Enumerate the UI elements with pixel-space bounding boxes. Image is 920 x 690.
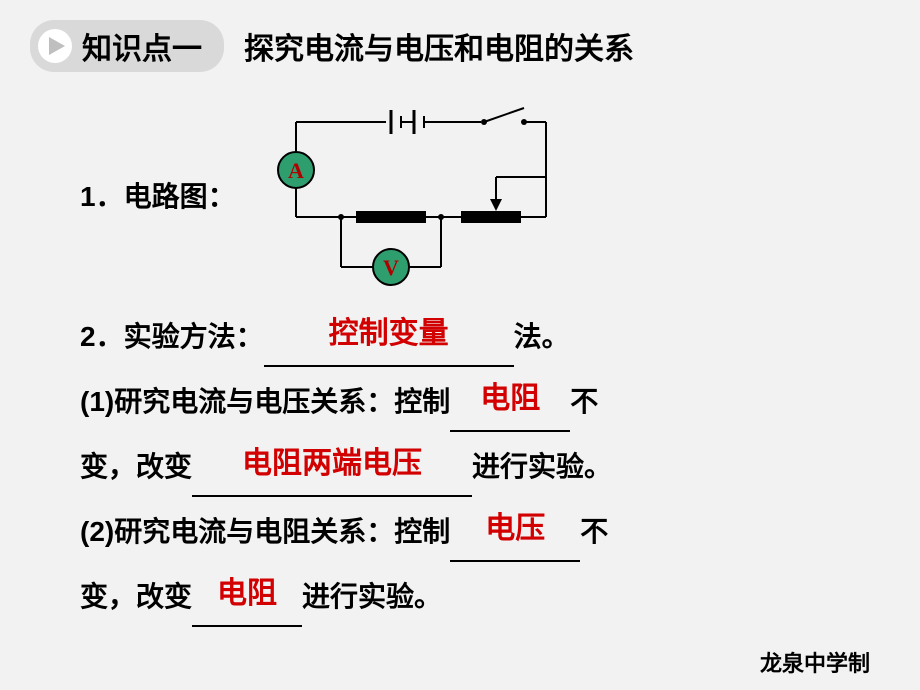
circuit-diagram: A V: [266, 102, 566, 292]
item2-l2-prefix: 变，改变: [80, 581, 192, 612]
slide-header: 知识点一 探究电流与电压和电阻的关系: [0, 0, 920, 72]
item1-l2-suffix: 进行实验。: [472, 451, 612, 482]
method-prefix: 2．实验方法：: [80, 321, 264, 352]
item1-prefix: (1)研究电流与电压关系：控制: [80, 386, 450, 417]
voltmeter-label: V: [383, 255, 399, 280]
blank-method: 控制变量: [264, 302, 514, 367]
item1-line1: (1)研究电流与电压关系：控制电阻不: [80, 367, 860, 432]
circuit-label: 1．电路图：: [80, 168, 236, 227]
item2-l2-suffix: 进行实验。: [302, 581, 442, 612]
blank-2b: 电阻: [192, 562, 302, 627]
method-suffix: 法。: [514, 321, 570, 352]
blank-2a: 电压: [450, 497, 580, 562]
blank-1b: 电阻两端电压: [192, 432, 472, 497]
knowledge-point-label: 知识点一: [82, 24, 202, 68]
ammeter-label: A: [288, 158, 304, 183]
item2-l1-suffix: 不: [580, 516, 608, 547]
slide-title: 探究电流与电压和电阻的关系: [244, 24, 634, 68]
header-pill: 知识点一: [30, 20, 224, 72]
item1-l2-prefix: 变，改变: [80, 451, 192, 482]
item1-line2: 变，改变电阻两端电压进行实验。: [80, 432, 860, 497]
circuit-row: 1．电路图：: [80, 102, 860, 292]
item2-prefix: (2)研究电流与电阻关系：控制: [80, 516, 450, 547]
footer-credit: 龙泉中学制: [760, 646, 870, 678]
item2-line1: (2)研究电流与电阻关系：控制电压不: [80, 497, 860, 562]
method-line: 2．实验方法：控制变量法。: [80, 302, 860, 367]
blank-1a: 电阻: [450, 367, 570, 432]
slide-body: 1．电路图：: [0, 72, 920, 627]
item2-line2: 变，改变电阻进行实验。: [80, 562, 860, 627]
item1-l1-suffix: 不: [570, 386, 598, 417]
play-icon: [38, 29, 72, 63]
